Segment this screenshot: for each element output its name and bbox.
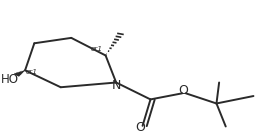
Text: or1: or1 xyxy=(26,69,38,75)
Text: N: N xyxy=(112,79,121,92)
Text: O: O xyxy=(178,84,188,97)
Text: O: O xyxy=(135,121,145,134)
Text: HO: HO xyxy=(1,73,19,86)
Text: or1: or1 xyxy=(91,46,103,52)
